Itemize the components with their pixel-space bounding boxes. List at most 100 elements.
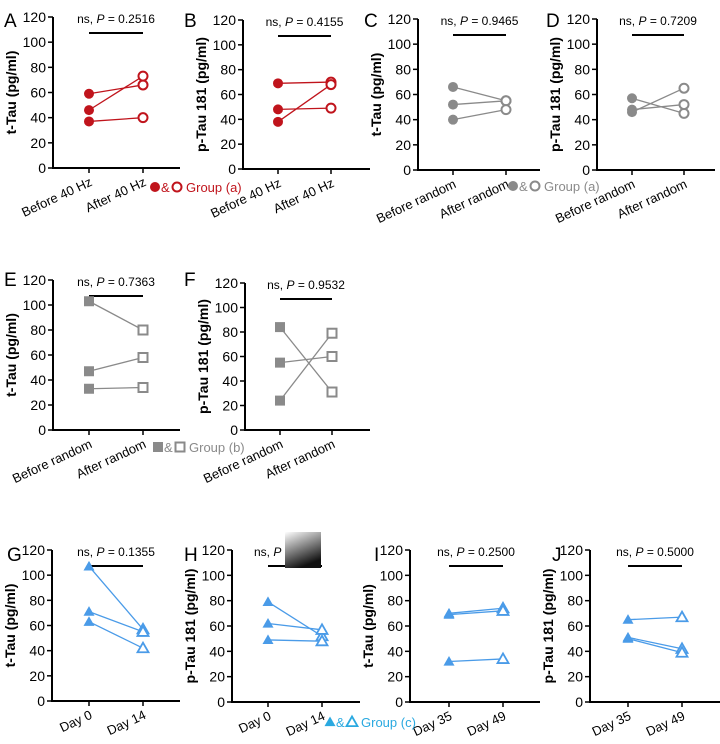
y-tick-label: 120 bbox=[380, 542, 404, 558]
y-tick-label: 80 bbox=[209, 593, 225, 609]
series-3 bbox=[622, 633, 690, 658]
data-point-after bbox=[137, 324, 149, 336]
y-tick-label: 80 bbox=[30, 59, 46, 75]
series-3 bbox=[262, 633, 330, 647]
data-point-after bbox=[135, 640, 151, 654]
series-1 bbox=[83, 560, 151, 635]
stat-annotation: ns, P = 0.1355 bbox=[77, 545, 155, 559]
legend-amp: & bbox=[164, 440, 173, 455]
y-tick-label: 120 bbox=[213, 12, 237, 28]
series-line bbox=[279, 355, 333, 364]
y-tick-label: 0 bbox=[403, 162, 411, 178]
panel-g: G 0 20 40 60 80 100 120 t-Tau (pg/ml) Day 0 Day 14… bbox=[2, 542, 180, 738]
data-point-before bbox=[627, 93, 637, 104]
y-tick-label: 60 bbox=[30, 85, 46, 101]
data-point-before bbox=[84, 383, 94, 394]
series-line bbox=[88, 117, 144, 123]
y-tick-label: 120 bbox=[215, 275, 239, 291]
series-1 bbox=[84, 296, 149, 336]
x-tick-label: Day 14 bbox=[105, 707, 149, 738]
y-tick-label: 120 bbox=[388, 11, 412, 27]
y-axis-label: p-Tau 181 (pg/ml) bbox=[193, 37, 209, 152]
series-1 bbox=[622, 609, 690, 624]
y-tick-label: 60 bbox=[30, 347, 46, 363]
legend-text: Group (a) bbox=[186, 180, 242, 195]
series-3 bbox=[273, 79, 337, 127]
y-tick-label: 0 bbox=[217, 694, 225, 710]
stat-p-value: = 0.7363 bbox=[104, 275, 155, 289]
series-2 bbox=[275, 351, 338, 368]
legend-group-a-red: & Group (a) bbox=[150, 180, 242, 195]
stat-prefix: ns, bbox=[619, 14, 638, 28]
stat-prefix: ns, bbox=[441, 14, 460, 28]
stat-p-label: P bbox=[285, 15, 293, 29]
stat-p-label: P bbox=[460, 14, 468, 28]
data-point-after bbox=[137, 70, 149, 82]
series-2 bbox=[83, 606, 151, 637]
panel-label: I bbox=[374, 545, 379, 566]
y-tick-label: 120 bbox=[567, 11, 591, 27]
panel-label: A bbox=[4, 11, 17, 32]
y-tick-label: 60 bbox=[387, 618, 403, 634]
x-tick-label: After 40 Hz bbox=[271, 175, 336, 216]
series-line bbox=[448, 658, 504, 663]
stat-annotation: ns, P = 0.4155 bbox=[266, 15, 344, 29]
data-point-before bbox=[83, 560, 95, 571]
legend-marker-filled bbox=[508, 181, 518, 191]
stat-annotation: ns, P = 0.5000 bbox=[616, 545, 694, 559]
series-line bbox=[88, 356, 144, 372]
y-tick-label: 20 bbox=[30, 397, 46, 413]
series-line bbox=[277, 107, 332, 111]
data-point-after bbox=[678, 99, 690, 111]
series-3 bbox=[83, 616, 151, 654]
data-point-before bbox=[275, 322, 285, 333]
x-tick-label: Day 49 bbox=[465, 708, 509, 739]
y-tick-label: 40 bbox=[30, 372, 46, 388]
y-axis-label: p-Tau 181 (pg/ml) bbox=[182, 569, 198, 684]
y-tick-label: 20 bbox=[567, 669, 583, 685]
data-point-before bbox=[275, 357, 285, 368]
data-point-after bbox=[674, 609, 690, 623]
stat-annotation: ns, P = 0.7209 bbox=[619, 14, 697, 28]
y-axis-label: t-Tau (pg/ml) bbox=[360, 584, 376, 668]
y-tick-label: 0 bbox=[230, 422, 238, 438]
y-tick-label: 40 bbox=[395, 112, 411, 128]
series-line bbox=[267, 639, 323, 642]
stat-p-value: = 0.4155 bbox=[293, 15, 344, 29]
series-3 bbox=[443, 651, 511, 666]
data-point-before bbox=[84, 296, 94, 307]
y-tick-label: 60 bbox=[29, 618, 45, 634]
y-tick-label: 120 bbox=[560, 542, 584, 558]
data-point-after bbox=[137, 112, 149, 124]
data-point-after bbox=[326, 386, 338, 398]
y-tick-label: 60 bbox=[567, 618, 583, 634]
x-tick-label: Day 0 bbox=[236, 708, 273, 736]
stat-prefix: ns, bbox=[616, 545, 635, 559]
data-point-after bbox=[495, 651, 511, 664]
stat-p-label: P bbox=[96, 12, 104, 26]
stat-prefix: ns, bbox=[77, 545, 96, 559]
data-point-before bbox=[448, 114, 458, 125]
x-tick-label: Day 35 bbox=[411, 708, 455, 739]
stat-annotation: ns, P = 0.9532 bbox=[267, 278, 345, 292]
y-tick-label: 60 bbox=[395, 87, 411, 103]
stat-prefix: ns, bbox=[77, 275, 96, 289]
series-3 bbox=[84, 112, 149, 127]
stat-prefix: ns, bbox=[77, 12, 96, 26]
stat-p-value: = 0.1355 bbox=[104, 545, 155, 559]
series-line bbox=[627, 636, 683, 650]
y-tick-label: 40 bbox=[567, 643, 583, 659]
stat-p-value: = 0.5000 bbox=[643, 545, 694, 559]
obscuring-overlay bbox=[285, 532, 321, 568]
series-2 bbox=[84, 70, 149, 116]
data-point-before bbox=[448, 99, 458, 110]
data-point-before bbox=[83, 606, 95, 616]
stat-p-label: P bbox=[286, 278, 294, 292]
panel-label: J bbox=[552, 545, 562, 566]
x-tick-label: Day 0 bbox=[57, 707, 94, 735]
series-line bbox=[88, 84, 144, 95]
data-point-before bbox=[84, 88, 94, 99]
y-tick-label: 100 bbox=[23, 34, 47, 50]
